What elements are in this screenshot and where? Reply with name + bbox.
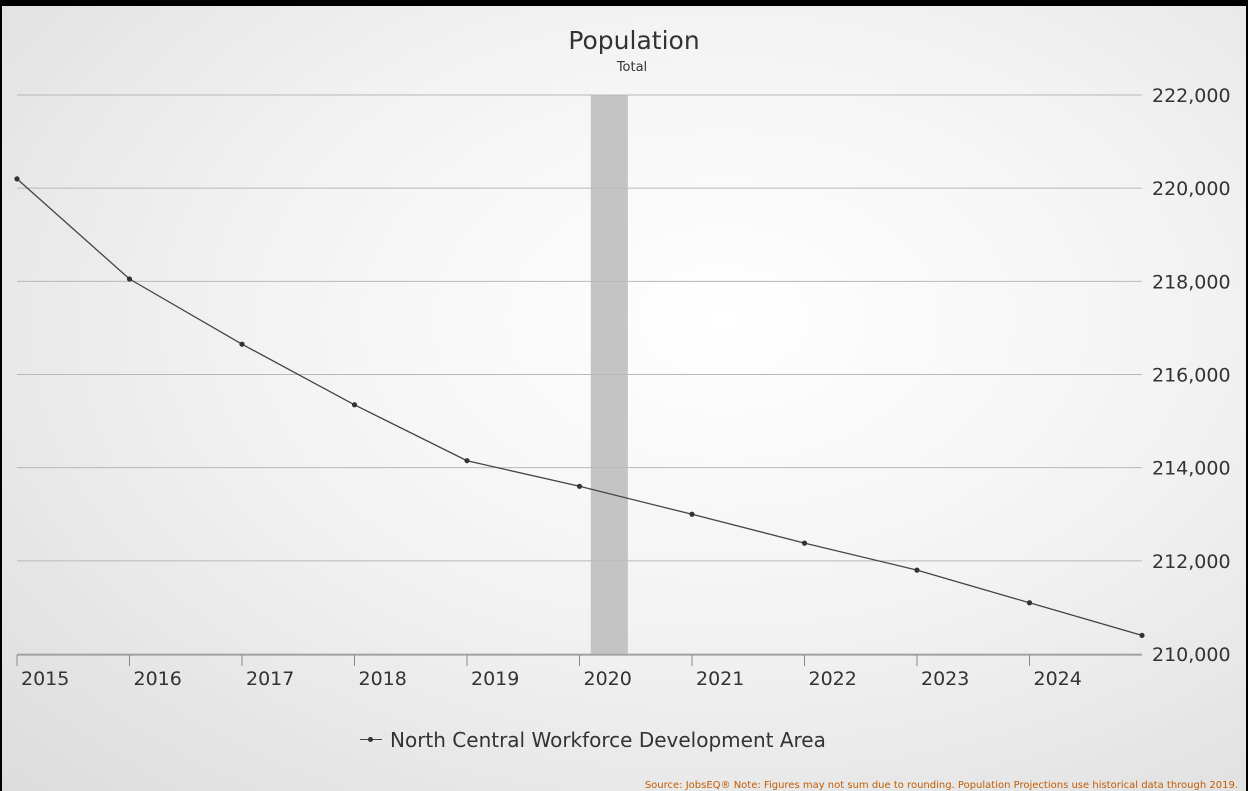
x-tick-label: 2021: [696, 668, 744, 690]
data-point: [914, 567, 920, 573]
chart-subtitle: Total: [616, 60, 647, 75]
x-tick-label: 2022: [809, 668, 857, 690]
legend: North Central Workforce Development Area: [360, 726, 826, 754]
data-point: [239, 341, 245, 347]
x-tick-label: 2015: [21, 668, 69, 690]
data-point: [14, 176, 20, 182]
chart-title: Population: [568, 26, 699, 55]
x-tick-label: 2020: [584, 668, 632, 690]
x-tick-label: 2016: [134, 668, 182, 690]
x-tick-label: 2019: [471, 668, 519, 690]
y-tick-label: 216,000: [1152, 365, 1231, 387]
y-tick-label: 220,000: [1152, 178, 1231, 200]
data-point: [126, 276, 133, 282]
x-tick-label: 2023: [921, 668, 969, 690]
data-point: [689, 511, 695, 517]
data-point: [1026, 600, 1033, 606]
x-tick-label: 2024: [1034, 668, 1082, 690]
data-point: [351, 402, 358, 408]
source-note: Source: JobsEQ® Note: Figures may not su…: [644, 780, 1238, 791]
y-tick-label: 218,000: [1152, 271, 1231, 293]
y-tick-label: 212,000: [1152, 551, 1231, 573]
data-point: [1139, 632, 1145, 638]
series-line: [16, 178, 1143, 637]
population-chart: 210,000 212,000 214,000 216,000 218,000 220,0…: [14, 26, 1231, 690]
x-tick-label: 2018: [359, 668, 407, 690]
y-tick-label: 210,000: [1152, 644, 1231, 666]
y-tick-label: 214,000: [1152, 458, 1231, 480]
data-point: [801, 540, 808, 546]
data-point: [464, 458, 470, 464]
data-point: [576, 483, 583, 489]
y-tick-label: 222,000: [1152, 85, 1231, 107]
x-tick-label: 2017: [246, 668, 294, 690]
legend-line-marker-icon: [360, 735, 382, 745]
legend-label: North Central Workforce Development Area: [390, 728, 826, 752]
